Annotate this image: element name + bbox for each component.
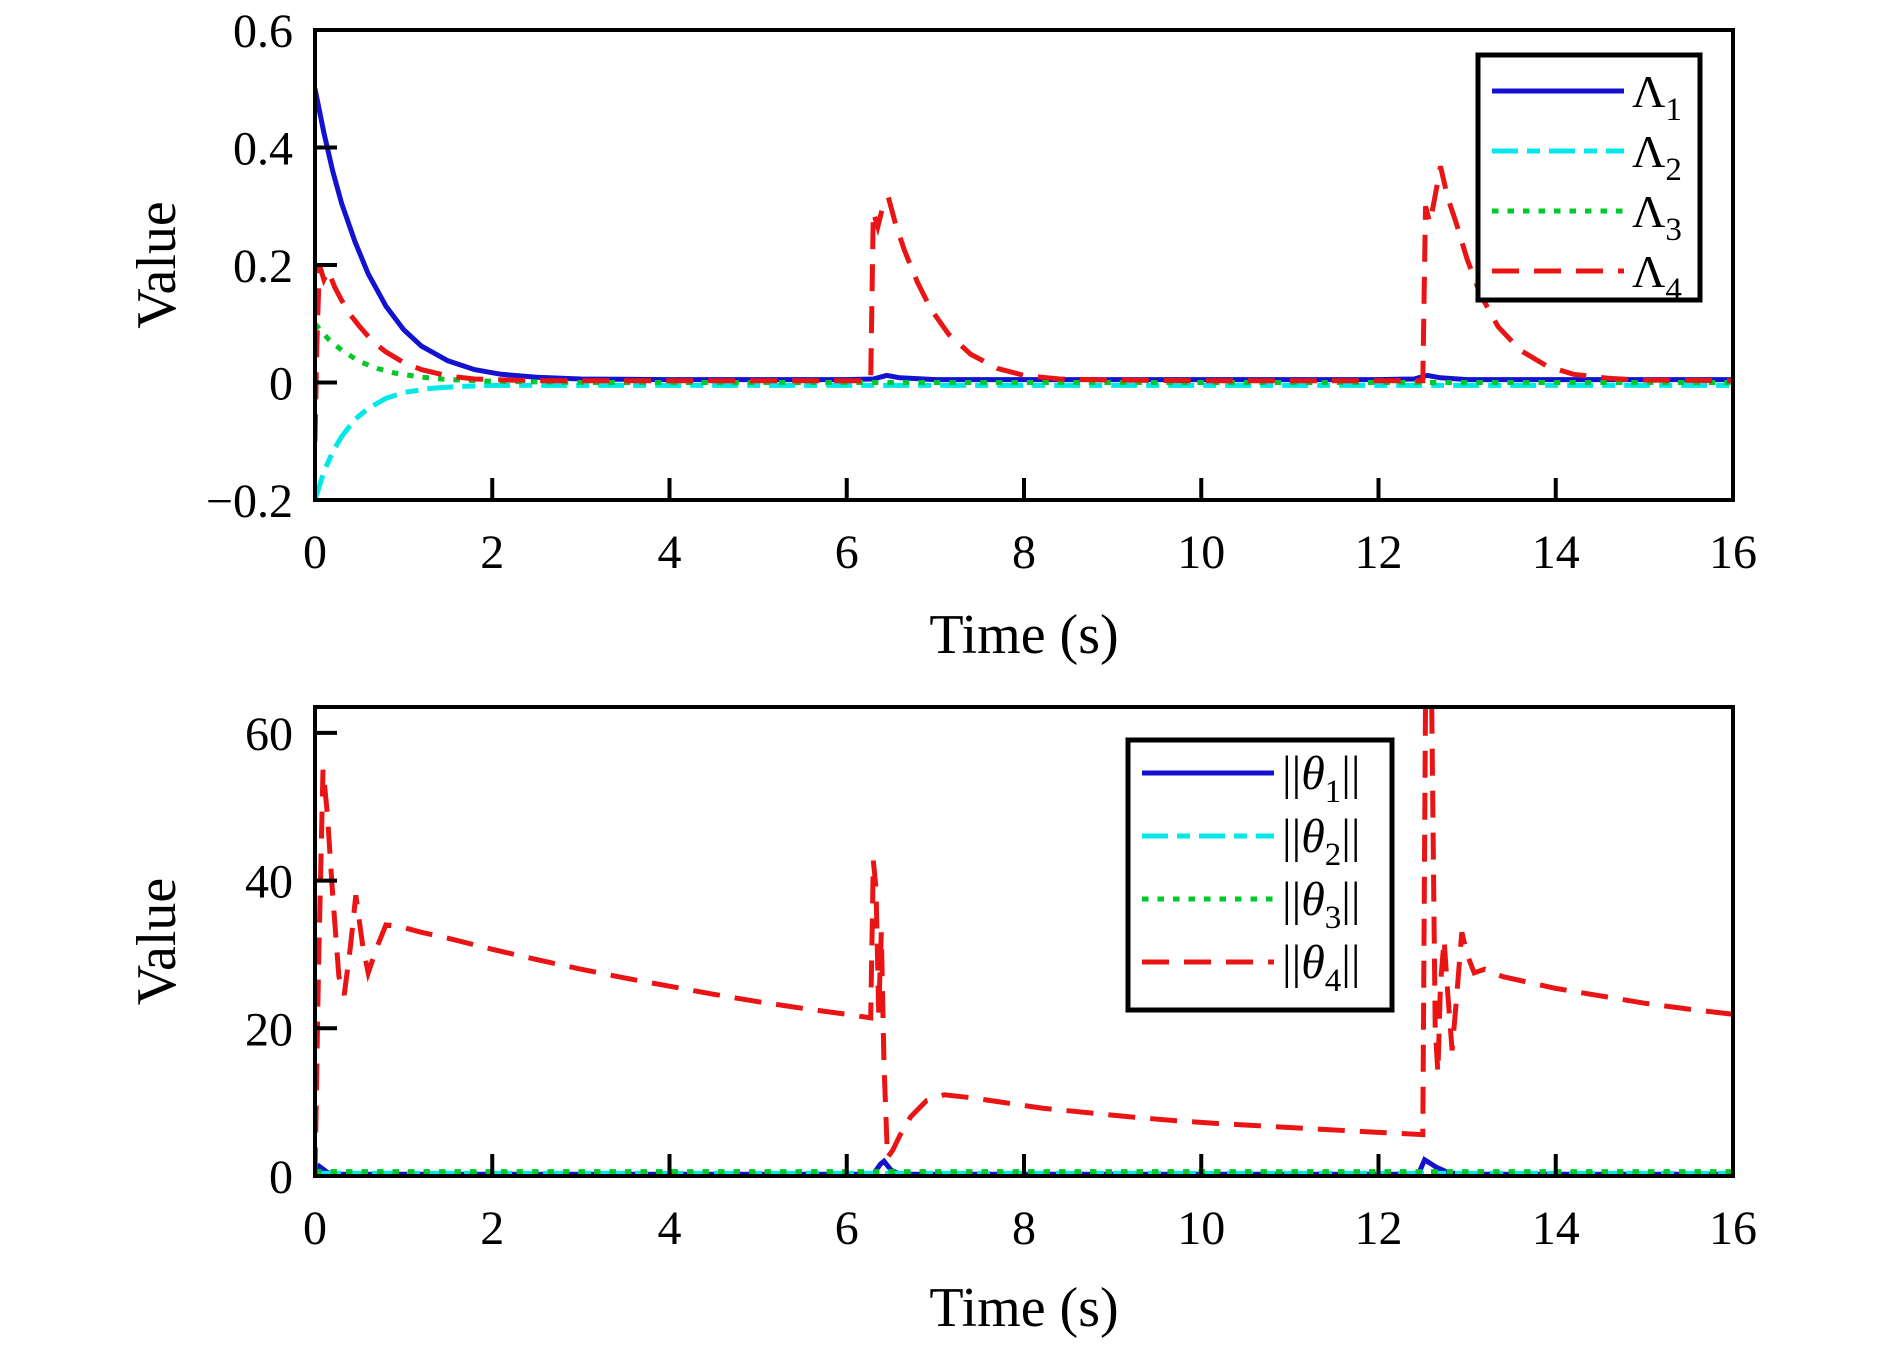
y-tick-label: 20 [245,1003,293,1056]
plot-area [315,707,1733,1176]
x-tick-label: 14 [1532,1202,1580,1255]
x-tick-label: 12 [1355,526,1403,579]
y-tick-label: 0 [269,358,293,411]
plot-area [315,88,1733,500]
y-tick-label: 0 [269,1151,293,1204]
legend-label-theta3: ||θ3|| [1282,873,1361,936]
y-tick-label: 40 [245,856,293,909]
legend-box [1125,737,1395,1013]
x-tick-label: 2 [480,1202,504,1255]
x-axis-title: Time (s) [929,1277,1118,1339]
x-tick-label: 4 [658,1202,682,1255]
y-tick-label: −0.2 [206,475,293,528]
x-tick-label: 8 [1012,526,1036,579]
series-lambda2-line [315,382,1733,500]
x-tick-label: 8 [1012,1202,1036,1255]
x-tick-label: 2 [480,526,504,579]
x-axis-title: Time (s) [929,604,1118,666]
series-lambda3-line [315,322,1733,385]
legend-label-lambda3: Λ3 [1632,186,1682,248]
y-tick-label: 60 [245,708,293,761]
legend-label-lambda1: Λ1 [1632,66,1682,128]
legend-box [1475,52,1703,303]
legend-label-theta1: ||θ1|| [1282,747,1361,810]
y-tick-label: 0.6 [233,5,293,58]
y-axis-title: Value [126,878,188,1006]
x-tick-label: 16 [1709,1202,1757,1255]
x-tick-label: 4 [658,526,682,579]
series-lambda4-line [315,165,1733,442]
x-tick-label: 12 [1355,1202,1403,1255]
legend-label-theta4: ||θ4|| [1282,936,1361,999]
x-tick-label: 6 [835,1202,859,1255]
series-theta4-line [315,707,1733,1175]
y-axis-title: Value [126,201,188,329]
axes-frame [313,28,1735,502]
legend-label-theta2: ||θ2|| [1282,810,1361,873]
x-tick-label: 0 [303,526,327,579]
x-tick-label: 16 [1709,526,1757,579]
y-tick-label: 0.2 [233,240,293,293]
axes-frame [313,705,1735,1178]
legend: ||θ1||||θ2||||θ3||||θ4|| [1125,737,1395,1013]
legend-label-lambda2: Λ2 [1632,126,1682,188]
x-tick-label: 10 [1177,1202,1225,1255]
legend-label-lambda4: Λ4 [1632,246,1682,308]
x-tick-label: 14 [1532,526,1580,579]
x-tick-label: 0 [303,1202,327,1255]
x-tick-label: 10 [1177,526,1225,579]
x-tick-label: 6 [835,526,859,579]
y-tick-label: 0.4 [233,123,293,176]
